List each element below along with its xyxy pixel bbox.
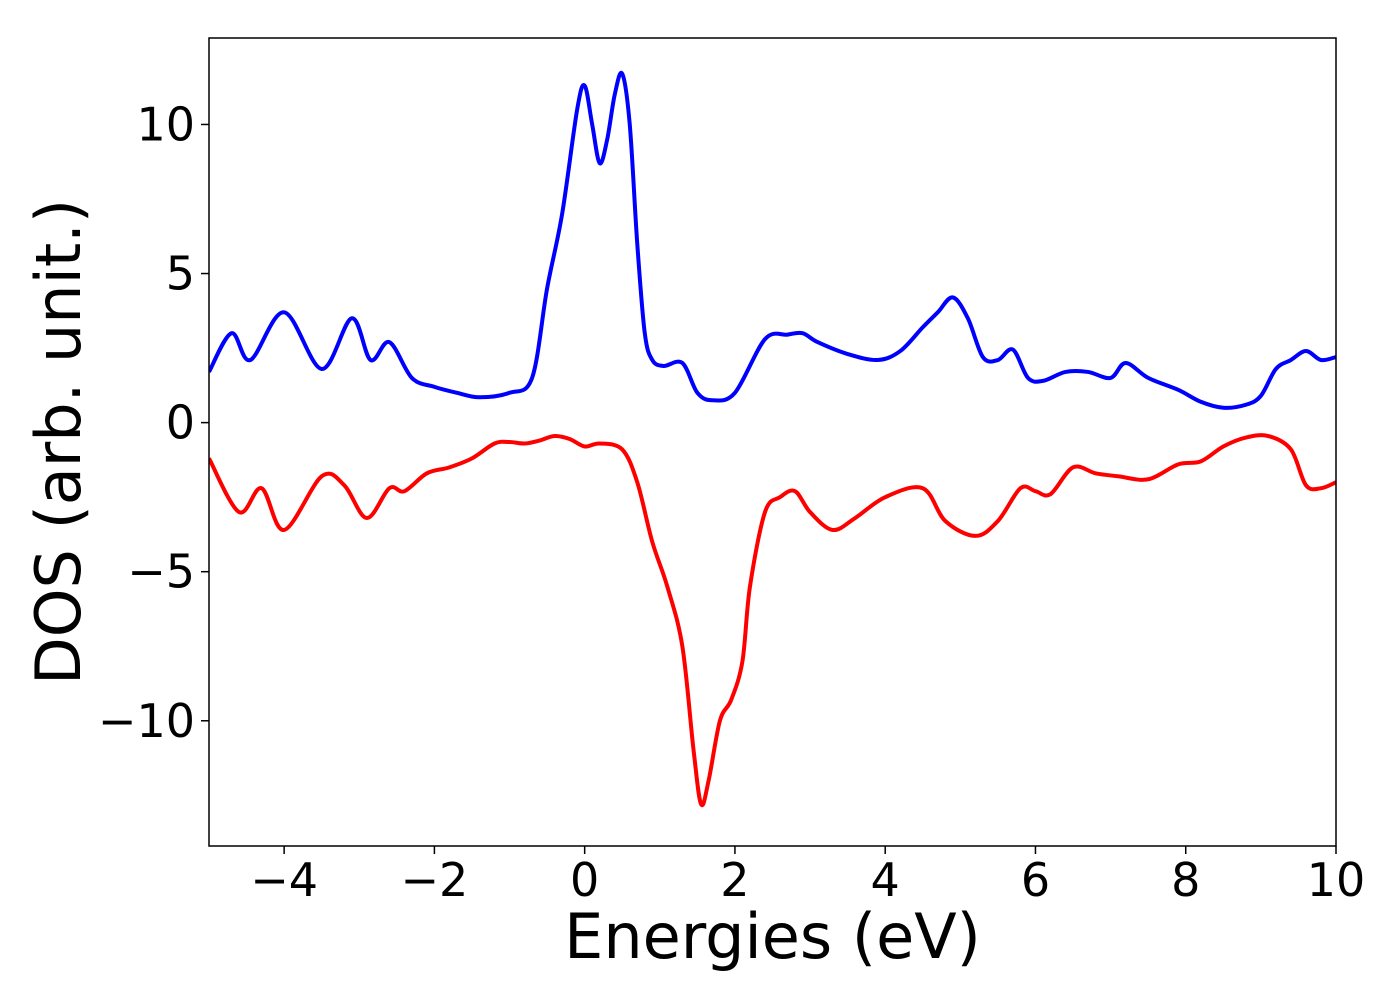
x-tick-label: 10 [1307, 853, 1366, 907]
y-tick-label: −10 [98, 694, 195, 748]
series-line-1 [209, 70, 1336, 410]
x-tick-label: 4 [871, 853, 900, 907]
x-tick-label: 2 [720, 853, 749, 907]
x-tick-label: 8 [1171, 853, 1200, 907]
y-tick-label: 5 [166, 247, 195, 301]
x-axis-label: Energies (eV) [564, 900, 981, 973]
y-tick-label: −5 [127, 545, 195, 599]
ticks-layer: −4 −2 0 2 4 6 8 10 10 5 0 −5 −10 [98, 97, 1365, 907]
x-tick-label: 6 [1021, 853, 1050, 907]
x-tick-label: −2 [400, 853, 468, 907]
series-line-2 [209, 433, 1336, 808]
y-tick-label: 0 [166, 396, 195, 450]
y-axis-label: DOS (arb. unit.) [22, 199, 95, 685]
plot-frame [208, 37, 1337, 847]
x-tick-label: −4 [250, 853, 318, 907]
x-tick-label: 0 [570, 853, 599, 907]
series-layer [209, 70, 1336, 808]
y-tick-label: 10 [136, 97, 195, 151]
